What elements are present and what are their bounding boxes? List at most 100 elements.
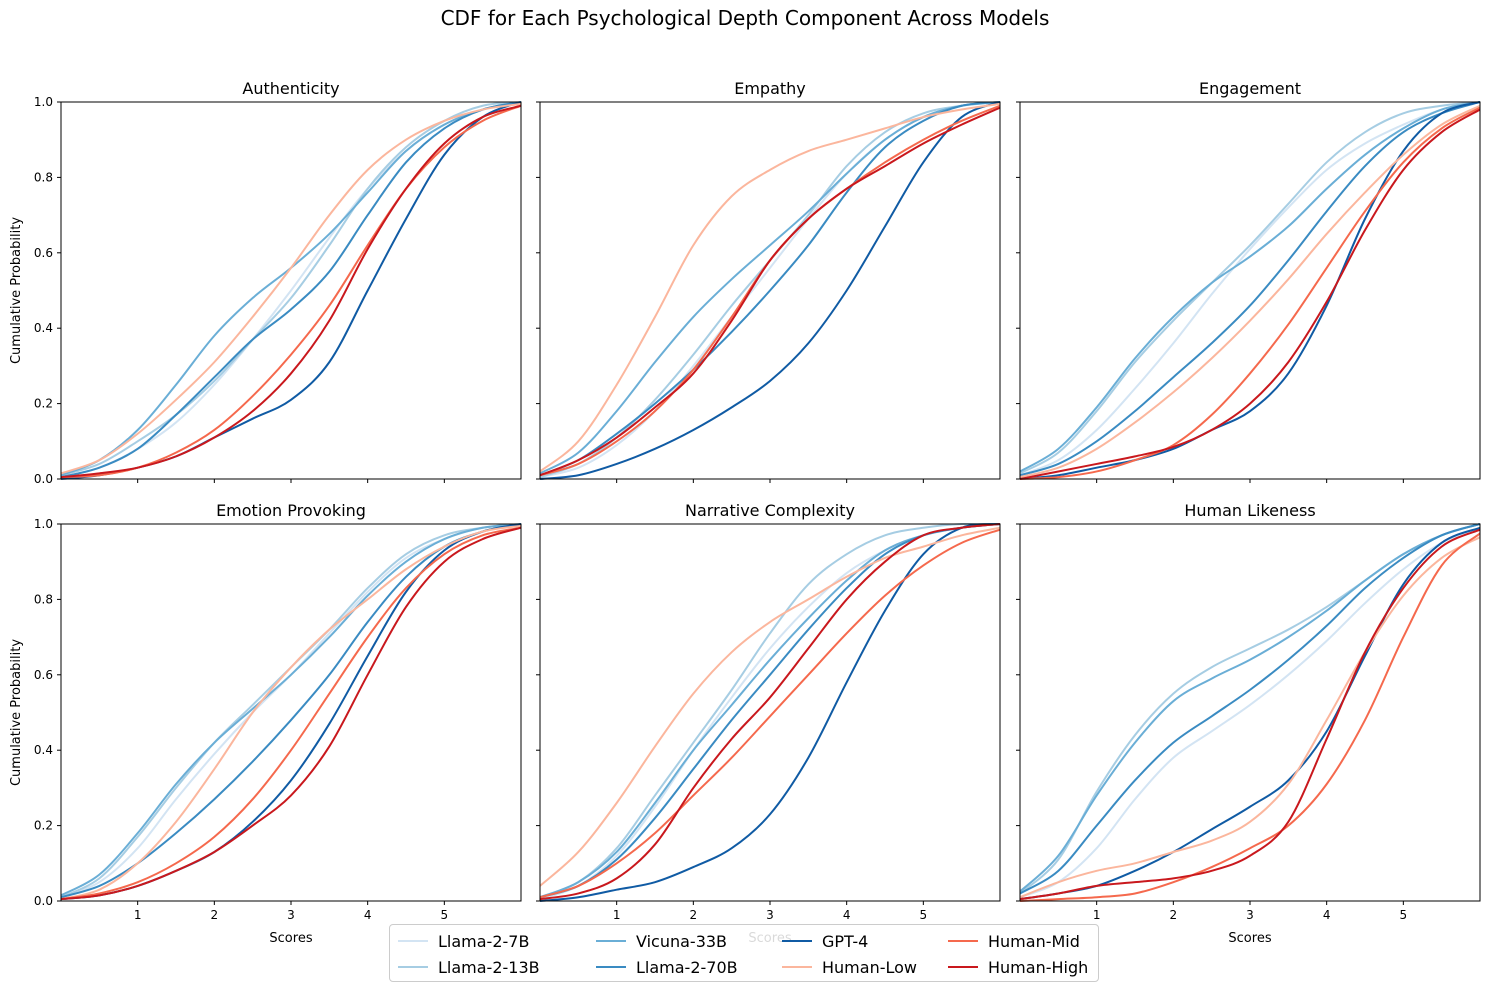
series-line-human-high <box>61 104 521 479</box>
y-tick-label: 0.2 <box>34 397 53 411</box>
legend-item-vicuna-33b: Vicuna-33B <box>592 928 778 954</box>
series-line-gpt-4 <box>1020 526 1480 901</box>
x-tick-label: 5 <box>1400 908 1408 922</box>
series-line-human-mid <box>1020 106 1480 480</box>
legend-item-llama-2-7b: Llama-2-7B <box>394 928 592 954</box>
figure-title: CDF for Each Psychological Depth Compone… <box>441 6 1050 30</box>
x-tick-label: 1 <box>613 908 621 922</box>
legend-item-human-mid: Human-Mid <box>944 928 1094 954</box>
series-line-llama-2-70b <box>1020 101 1480 477</box>
y-tick-label: 0.8 <box>34 592 53 606</box>
legend-swatch <box>596 940 626 942</box>
y-tick-label: 1.0 <box>34 95 53 109</box>
legend-swatch <box>948 966 978 968</box>
axes-frame <box>60 523 522 902</box>
y-axis-label: Cumulative Probability <box>9 217 24 364</box>
series-line-llama-2-13b <box>1020 101 1480 475</box>
series-line-vicuna-33b <box>540 523 1000 899</box>
x-tick-label: 2 <box>1170 908 1178 922</box>
series-line-llama-2-7b <box>1020 526 1480 899</box>
subplot-authenticity: 0.0 0.2 0.4 0.6 0.8 1.0 Authenticity Cumulative… <box>9 79 522 486</box>
legend: Llama-2-7B Llama-2-13B Vicuna-33B Llama-… <box>389 924 1099 982</box>
legend-label: Vicuna-33B <box>636 931 728 951</box>
series-line-human-low <box>540 102 1000 473</box>
series-line-vicuna-33b <box>61 101 521 477</box>
subplot-grid: 0.0 0.2 0.4 0.6 0.8 1.0 Authenticity Cumulative… <box>9 79 1481 946</box>
x-tick-label: 4 <box>364 908 372 922</box>
series-line-human-high <box>1020 108 1480 480</box>
legend-label: GPT-4 <box>822 931 869 951</box>
legend-swatch <box>596 966 626 968</box>
axes-frame <box>1019 523 1481 902</box>
subplot-title: Engagement <box>1199 79 1301 98</box>
legend-label: Human-Low <box>822 957 917 977</box>
x-axis-label: Scores <box>269 931 312 946</box>
legend-label: Human-High <box>988 957 1089 977</box>
series-line-human-low <box>61 524 521 901</box>
series-line-human-high <box>61 526 521 901</box>
series-line-llama-2-70b <box>61 101 521 479</box>
series-line-human-mid <box>1020 532 1480 902</box>
legend-swatch <box>782 966 812 968</box>
legend-item-llama-2-70b: Llama-2-70B <box>592 954 778 980</box>
series-line-vicuna-33b <box>1020 523 1480 893</box>
series-line-llama-2-13b <box>540 523 1000 899</box>
series-line-human-low <box>1020 104 1480 479</box>
y-tick-label: 0.2 <box>34 819 53 833</box>
legend-label: Human-Mid <box>988 931 1080 951</box>
y-tick-label: 0.4 <box>34 321 53 335</box>
series-line-llama-2-7b <box>1020 101 1480 477</box>
series-line-human-low <box>1020 536 1480 899</box>
series-line-gpt-4 <box>540 101 1000 480</box>
y-tick-label: 0.8 <box>34 170 53 184</box>
y-tick-label: 0.6 <box>34 668 53 682</box>
x-tick-label: 4 <box>843 908 851 922</box>
x-tick-label: 4 <box>1323 908 1331 922</box>
y-tick-label: 0.6 <box>34 246 53 260</box>
legend-item-human-low: Human-Low <box>778 954 944 980</box>
legend-swatch <box>948 940 978 942</box>
y-axis-label: Cumulative Probability <box>9 639 24 786</box>
x-tick-label: 2 <box>211 908 219 922</box>
series-line-human-high <box>1020 528 1480 901</box>
legend-swatch <box>398 966 428 968</box>
subplot-human-likeness: 1 2 3 4 5 Human Likeness Scores <box>1016 501 1481 946</box>
subplot-title: Human Likeness <box>1184 501 1315 520</box>
legend-item-llama-2-13b: Llama-2-13B <box>394 954 592 980</box>
series-line-human-high <box>540 106 1000 477</box>
x-tick-label: 3 <box>766 908 774 922</box>
legend-item-gpt-4: GPT-4 <box>778 928 944 954</box>
legend-swatch <box>782 940 812 942</box>
legend-item-human-high: Human-High <box>944 954 1094 980</box>
series-line-llama-2-13b <box>61 101 521 477</box>
subplot-engagement: Engagement <box>1016 79 1481 483</box>
subplot-title: Emotion Provoking <box>216 501 366 520</box>
x-tick-label: 3 <box>287 908 295 922</box>
x-tick-label: 1 <box>1093 908 1101 922</box>
series-line-human-low <box>61 102 521 475</box>
legend-label: Llama-2-70B <box>636 957 738 977</box>
subplot-title: Narrative Complexity <box>685 501 855 520</box>
series-line-human-mid <box>61 526 521 901</box>
x-tick-label: 1 <box>134 908 142 922</box>
y-tick-label: 0.0 <box>34 894 53 908</box>
series-line-human-high <box>540 523 1000 901</box>
subplot-title: Authenticity <box>242 79 339 98</box>
y-tick-label: 0.0 <box>34 472 53 486</box>
legend-label: Llama-2-7B <box>438 931 530 951</box>
series-line-human-low <box>540 526 1000 887</box>
series-line-human-mid <box>540 528 1000 899</box>
subplot-empathy: Empathy <box>536 79 1001 483</box>
series-line-llama-2-7b <box>61 101 521 479</box>
x-tick-label: 5 <box>920 908 928 922</box>
x-tick-label: 5 <box>441 908 449 922</box>
legend-label: Llama-2-13B <box>438 957 540 977</box>
series-line-gpt-4 <box>1020 101 1480 480</box>
series-line-vicuna-33b <box>1020 101 1480 473</box>
subplot-title: Empathy <box>734 79 806 98</box>
x-axis-label: Scores <box>1228 931 1271 946</box>
series-line-vicuna-33b <box>61 523 521 897</box>
subplot-emotion-provoking: 1 2 3 4 5 0.0 0.2 0.4 0.6 0.8 1.0 Emotion Provoking… <box>9 501 522 946</box>
